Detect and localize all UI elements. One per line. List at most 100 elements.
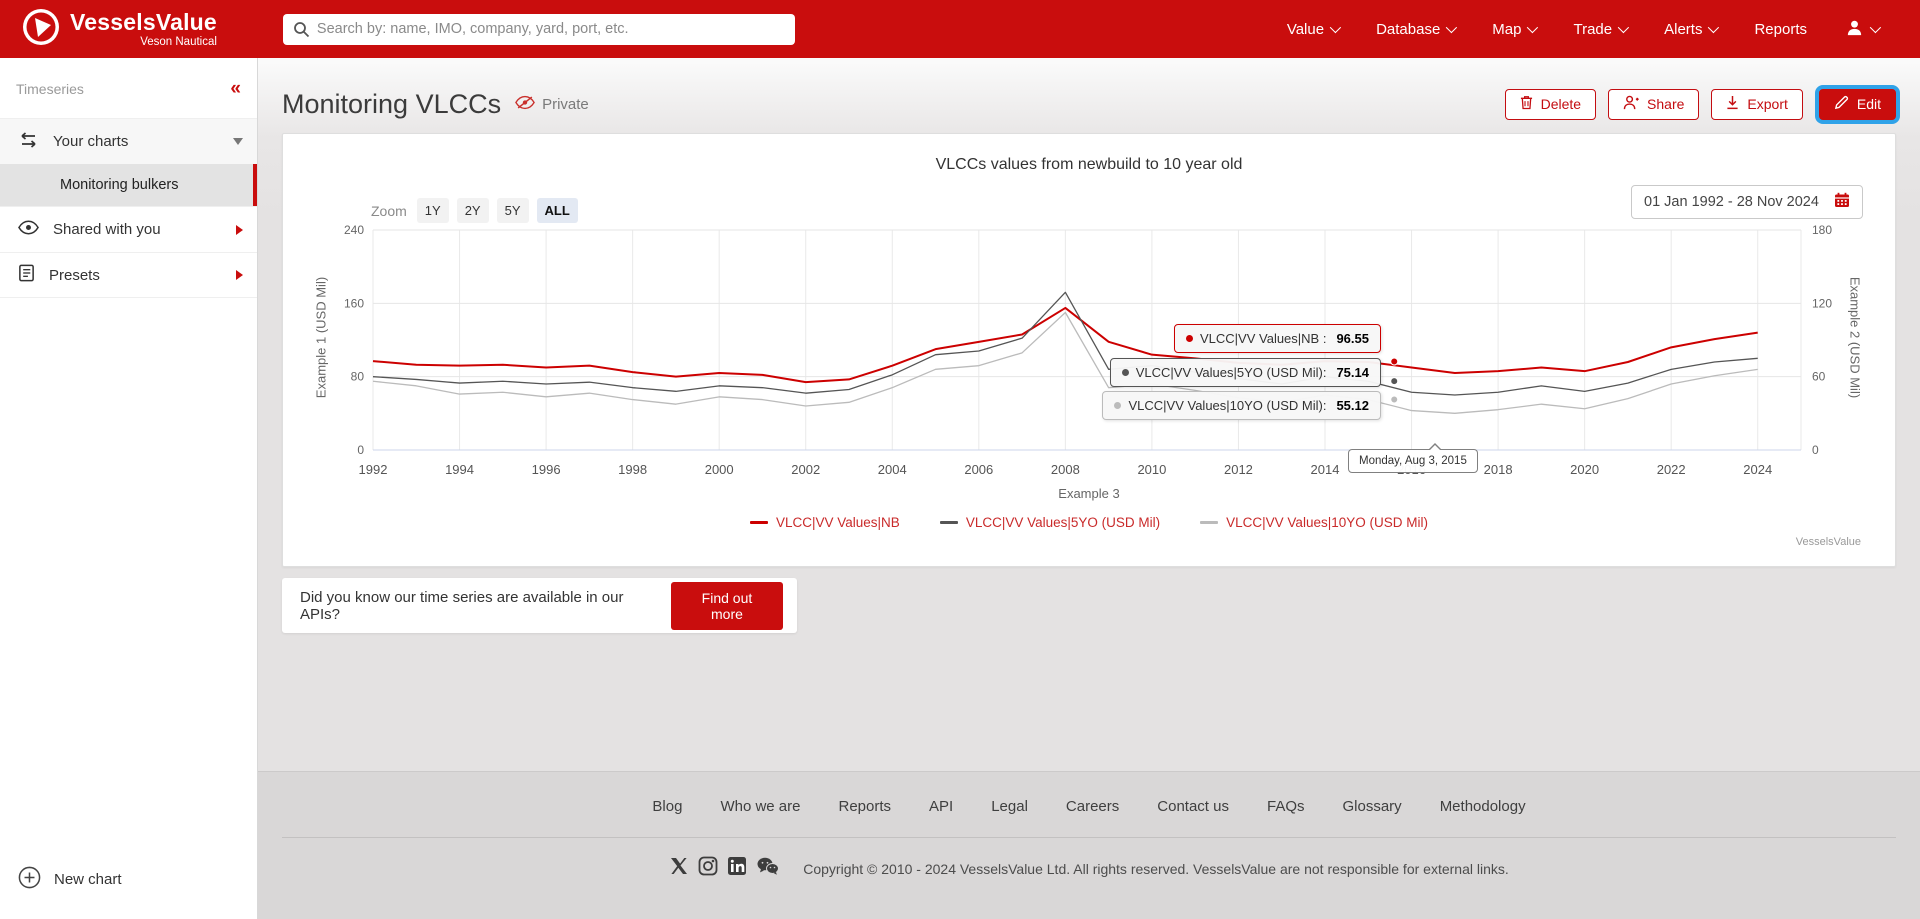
nav-alerts[interactable]: Alerts [1664, 20, 1720, 38]
svg-text:2010: 2010 [1137, 462, 1166, 477]
privacy-label: Private [542, 95, 589, 113]
nav-alerts-label: Alerts [1664, 20, 1703, 38]
legend-item-nb[interactable]: VLCC|VV Values|NB [750, 515, 900, 530]
svg-text:2004: 2004 [878, 462, 907, 477]
share-button[interactable]: Share [1608, 88, 1700, 120]
chevron-down-icon [1527, 21, 1539, 34]
brand-logo[interactable]: VesselsValue Veson Nautical [22, 8, 217, 51]
svg-text:2008: 2008 [1051, 462, 1080, 477]
person-plus-icon [1623, 95, 1639, 113]
footer-link-methodology[interactable]: Methodology [1439, 798, 1526, 815]
footer-link-careers[interactable]: Careers [1065, 798, 1120, 815]
legend-swatch [1200, 521, 1219, 524]
footer-link-blog[interactable]: Blog [652, 798, 683, 815]
edit-label: Edit [1856, 96, 1881, 112]
svg-text:2012: 2012 [1224, 462, 1253, 477]
tooltip-label: VLCC|VV Values|10YO (USD Mil): [1128, 398, 1327, 413]
chevron-down-icon [233, 138, 243, 145]
legend-item-5yo[interactable]: VLCC|VV Values|5YO (USD Mil) [939, 515, 1160, 530]
svg-text:0: 0 [1812, 443, 1819, 457]
sidebar-collapse-button[interactable]: « [230, 78, 241, 99]
series-dot-icon [1186, 335, 1193, 342]
instagram-icon[interactable] [698, 856, 718, 881]
footer-link-contact-us[interactable]: Contact us [1157, 798, 1229, 815]
download-icon [1726, 95, 1739, 113]
active-chart-label: Monitoring bulkers [60, 177, 179, 193]
timeseries-plot[interactable]: 1992 1994 1996 1998 2000 2002 2004 2006 2008 2010… [323, 218, 1883, 490]
legend-item-10yo[interactable]: VLCC|VV Values|10YO (USD Mil) [1200, 515, 1428, 530]
footer-link-legal[interactable]: Legal [991, 798, 1028, 815]
series-dot-icon [1114, 402, 1122, 409]
document-icon [18, 264, 35, 286]
api-banner-text: Did you know our time series are availab… [300, 588, 624, 623]
nav-reports-label: Reports [1754, 20, 1807, 38]
zoom-label: Zoom [371, 202, 407, 219]
x-twitter-icon[interactable] [669, 856, 689, 881]
nav-value[interactable]: Value [1286, 20, 1342, 38]
nav-reports[interactable]: Reports [1754, 21, 1807, 38]
search-input[interactable] [282, 13, 795, 45]
x-axis-label: Example 3 [1058, 486, 1120, 501]
zoom-all-button[interactable]: ALL [536, 198, 578, 223]
zoom-controls: Zoom 1Y 2Y 5Y ALL [371, 198, 578, 223]
svg-text:1996: 1996 [532, 462, 561, 477]
sidebar-item-your-charts[interactable]: Your charts [0, 118, 257, 164]
trash-icon [1520, 95, 1533, 113]
date-range-picker[interactable]: 01 Jan 1992 - 28 Nov 2024 [1631, 185, 1863, 219]
zoom-5y-button[interactable]: 5Y [496, 198, 529, 223]
svg-text:180: 180 [1812, 223, 1832, 237]
linkedin-icon[interactable] [727, 856, 747, 881]
footer-link-who-we-are[interactable]: Who we are [720, 798, 801, 815]
nav-value-label: Value [1286, 20, 1325, 38]
footer-links: Blog Who we are Reports API Legal Career… [258, 772, 1920, 815]
zoom-2y-button[interactable]: 2Y [456, 198, 489, 223]
svg-text:240: 240 [344, 223, 364, 237]
footer-link-reports[interactable]: Reports [838, 798, 892, 815]
nav-trade[interactable]: Trade [1573, 20, 1630, 38]
new-chart-button[interactable]: New chart [0, 866, 257, 893]
y-axis-right-label: Example 2 (USD Mil) [1847, 276, 1863, 399]
share-label: Share [1647, 96, 1685, 112]
page-title: Monitoring VLCCs [282, 88, 502, 119]
delete-button[interactable]: Delete [1504, 88, 1597, 120]
y-axis-left-label: Example 1 (USD Mil) [313, 276, 329, 399]
export-label: Export [1747, 96, 1788, 112]
export-button[interactable]: Export [1711, 88, 1803, 120]
chevron-down-icon [1869, 21, 1882, 34]
brand-name: VesselsValue [70, 8, 217, 35]
nav-database[interactable]: Database [1376, 21, 1458, 38]
shared-with-you-label: Shared with you [53, 221, 161, 238]
svg-text:120: 120 [1812, 296, 1832, 310]
hover-date-tooltip: Monday, Aug 3, 2015 [1348, 443, 1478, 473]
chevron-down-icon [1708, 21, 1720, 34]
svg-text:1992: 1992 [359, 462, 388, 477]
sidebar-item-shared-with-you[interactable]: Shared with you [0, 206, 257, 252]
pencil-icon [1834, 95, 1849, 113]
privacy-badge: Private [515, 95, 589, 114]
global-search [282, 13, 795, 45]
svg-text:60: 60 [1812, 370, 1826, 384]
chevron-down-icon [1329, 21, 1342, 34]
svg-text:2022: 2022 [1657, 462, 1686, 477]
edit-button[interactable]: Edit [1818, 88, 1896, 120]
user-account-menu[interactable] [1845, 18, 1882, 41]
sidebar-item-monitoring-bulkers[interactable]: Monitoring bulkers [0, 164, 257, 206]
tooltip-5yo: VLCC|VV Values|5YO (USD Mil): 75.14 [1109, 358, 1381, 387]
svg-text:2000: 2000 [705, 462, 734, 477]
svg-text:1998: 1998 [618, 462, 647, 477]
footer-link-glossary[interactable]: Glossary [1342, 798, 1402, 815]
footer-link-faqs[interactable]: FAQs [1266, 798, 1305, 815]
new-chart-label: New chart [54, 871, 122, 888]
find-out-more-button[interactable]: Find out more [670, 581, 783, 630]
nav-trade-label: Trade [1573, 20, 1613, 38]
api-banner: Did you know our time series are availab… [282, 578, 797, 633]
swap-arrows-icon [18, 131, 39, 152]
wechat-icon[interactable] [756, 856, 780, 881]
zoom-1y-button[interactable]: 1Y [416, 198, 449, 223]
delete-label: Delete [1540, 96, 1582, 112]
nav-map-label: Map [1492, 20, 1522, 38]
nav-map[interactable]: Map [1492, 20, 1539, 38]
sidebar-item-presets[interactable]: Presets [0, 252, 257, 298]
main-content: Monitoring VLCCs Private Delete Share [258, 58, 1920, 919]
footer-link-api[interactable]: API [929, 798, 954, 815]
